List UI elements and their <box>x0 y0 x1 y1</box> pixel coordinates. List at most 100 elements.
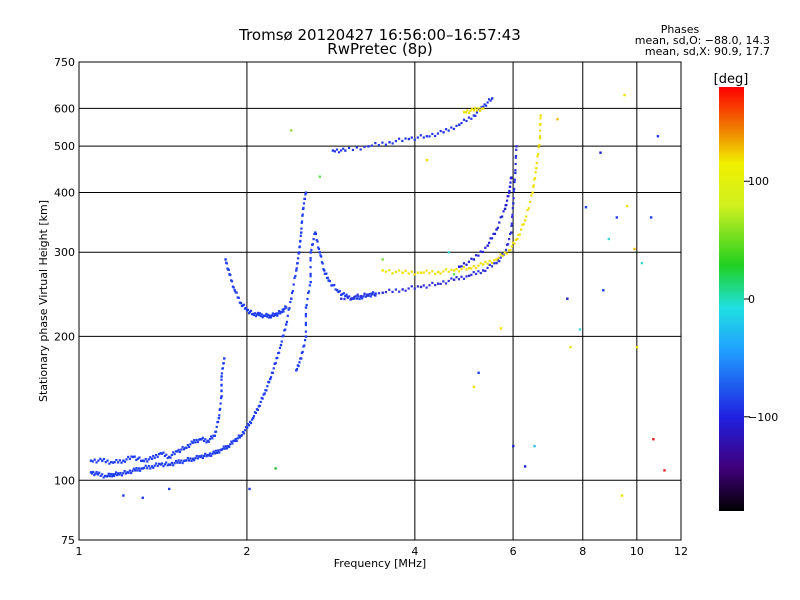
data-point <box>436 132 440 135</box>
scattered-point <box>602 289 605 292</box>
data-point <box>201 456 204 460</box>
data-point <box>138 456 141 459</box>
data-point <box>495 258 498 261</box>
data-point <box>349 298 353 301</box>
data-point <box>344 294 347 298</box>
data-point <box>266 385 269 388</box>
data-point <box>246 423 250 426</box>
data-point <box>113 461 116 464</box>
data-point <box>384 291 388 294</box>
data-point <box>527 207 530 210</box>
data-point <box>296 262 299 265</box>
data-point <box>184 446 187 450</box>
data-point <box>289 300 292 304</box>
data-point <box>340 149 343 152</box>
data-point <box>313 232 316 236</box>
data-point <box>269 377 272 381</box>
data-point <box>538 143 541 147</box>
data-point <box>139 469 142 472</box>
data-point <box>413 273 416 276</box>
data-point <box>267 313 270 316</box>
data-point <box>272 314 275 318</box>
data-point <box>340 297 343 300</box>
data-point <box>210 435 213 438</box>
data-point <box>341 292 344 296</box>
data-point <box>508 249 511 252</box>
data-point <box>219 396 223 400</box>
data-point <box>537 146 540 149</box>
data-point <box>248 420 252 423</box>
data-point <box>244 307 248 310</box>
data-point <box>511 213 514 216</box>
data-point <box>222 445 225 448</box>
data-point <box>186 444 189 447</box>
y-tick-label: 75 <box>61 534 75 547</box>
data-point <box>401 139 404 143</box>
data-point <box>442 280 445 283</box>
scattered-point <box>452 273 456 276</box>
data-point <box>113 473 117 476</box>
scattered-point <box>122 494 125 497</box>
data-point <box>316 240 319 243</box>
data-point <box>235 439 238 443</box>
data-point <box>223 357 226 360</box>
data-point <box>249 309 253 312</box>
data-point <box>256 311 259 314</box>
data-point <box>102 476 105 479</box>
data-point <box>260 313 263 316</box>
data-point <box>220 372 224 375</box>
data-point <box>535 162 538 165</box>
scattered-point <box>633 247 636 251</box>
data-point <box>353 295 356 299</box>
data-point <box>475 111 479 114</box>
data-point <box>270 314 274 317</box>
data-point <box>398 290 401 293</box>
data-point <box>248 310 252 314</box>
data-point <box>513 178 516 181</box>
data-point <box>479 250 482 253</box>
data-point <box>474 272 478 276</box>
data-point <box>497 256 500 259</box>
data-point <box>370 144 373 147</box>
data-point <box>182 448 186 451</box>
data-point <box>278 346 282 350</box>
scattered-point <box>599 151 602 154</box>
scattered-point <box>640 261 644 265</box>
data-point <box>463 110 466 114</box>
data-point <box>510 224 513 227</box>
data-point <box>299 357 303 360</box>
data-point <box>234 437 237 441</box>
data-point <box>355 297 359 300</box>
data-point <box>130 471 133 475</box>
data-point <box>490 97 494 100</box>
scattered-point <box>569 346 572 349</box>
data-point <box>257 313 261 317</box>
data-point <box>169 456 172 459</box>
data-point <box>419 134 422 137</box>
data-point <box>156 464 159 468</box>
data-point <box>268 381 271 384</box>
data-point <box>305 303 308 307</box>
data-point <box>384 143 388 146</box>
data-point <box>110 461 113 464</box>
data-point <box>477 270 480 273</box>
data-point <box>444 268 448 271</box>
data-point <box>215 425 218 429</box>
phase-colorbar <box>719 87 744 511</box>
data-point <box>162 451 165 454</box>
data-point <box>114 471 118 474</box>
data-point <box>457 270 461 273</box>
data-point <box>436 282 440 285</box>
data-point <box>503 251 506 254</box>
data-point <box>237 434 240 437</box>
data-point <box>109 472 112 476</box>
data-point <box>362 295 365 298</box>
data-point <box>434 272 437 275</box>
data-point <box>374 294 377 297</box>
data-point <box>101 459 104 462</box>
data-point <box>469 109 472 112</box>
data-point <box>261 397 264 400</box>
data-point <box>122 472 125 475</box>
data-point <box>460 268 463 271</box>
data-point <box>410 136 413 139</box>
